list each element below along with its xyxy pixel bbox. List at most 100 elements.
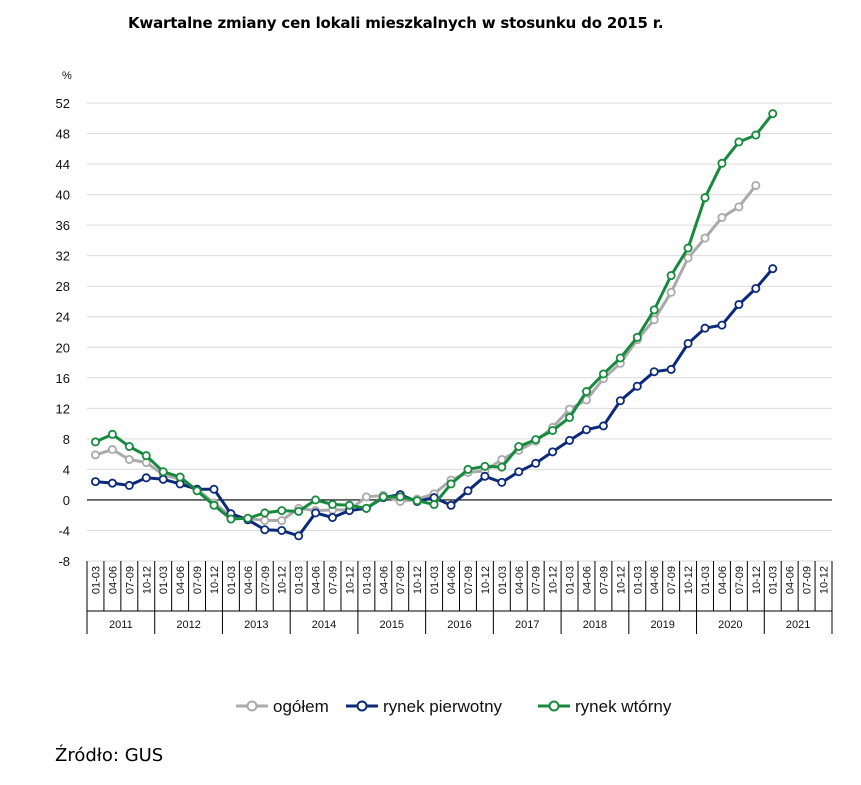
quarter-label: 04-06	[243, 566, 255, 594]
y-tick-label: 28	[56, 279, 70, 294]
data-point	[717, 320, 727, 330]
quarter-label: 01-03	[632, 566, 644, 594]
quarter-label: 01-03	[90, 566, 102, 594]
data-point	[107, 478, 117, 488]
data-point	[141, 473, 151, 483]
data-point	[615, 396, 625, 406]
data-point	[192, 486, 202, 496]
quarter-label: 01-03	[226, 566, 238, 594]
quarter-label: 07-09	[395, 566, 407, 594]
year-label: 2012	[176, 619, 200, 631]
data-point	[107, 429, 117, 439]
data-point	[463, 486, 473, 496]
quarter-label: 01-03	[768, 566, 780, 594]
data-point	[700, 233, 710, 243]
data-point	[497, 462, 507, 472]
year-label: 2015	[380, 619, 404, 631]
data-point	[294, 531, 304, 541]
data-point	[107, 445, 117, 455]
legend-marker	[246, 700, 258, 712]
quarter-label: 04-06	[581, 566, 593, 594]
data-point	[581, 387, 591, 397]
data-point	[734, 202, 744, 212]
data-point	[649, 367, 659, 377]
quarter-label: 04-06	[311, 566, 323, 594]
data-point	[175, 472, 185, 482]
year-label: 2019	[650, 619, 674, 631]
data-point	[277, 525, 287, 535]
data-point	[328, 500, 338, 510]
quarter-label: 10-12	[480, 566, 492, 594]
data-point	[277, 516, 287, 526]
data-point	[277, 506, 287, 516]
quarter-label: 10-12	[683, 566, 695, 594]
legend-item: rynek wtórny	[538, 697, 672, 716]
series-lines	[90, 109, 778, 541]
data-point	[90, 437, 100, 447]
data-point	[751, 283, 761, 293]
y-tick-label: 20	[56, 340, 70, 355]
year-label: 2013	[244, 619, 268, 631]
year-label: 2018	[583, 619, 607, 631]
data-point	[768, 264, 778, 274]
data-point	[497, 477, 507, 487]
data-point	[361, 492, 371, 502]
data-point	[666, 271, 676, 281]
data-point	[141, 451, 151, 461]
data-point	[209, 484, 219, 494]
quarter-label: 10-12	[277, 566, 289, 594]
data-point	[226, 514, 236, 524]
data-point	[598, 421, 608, 431]
quarter-label: 07-09	[124, 566, 136, 594]
series-1	[90, 180, 761, 526]
data-point	[565, 435, 575, 445]
x-axis: 01-03 04-06 07-09 10-12 01-03 04-06 07-09 10-12…	[86, 561, 833, 634]
legend-label: ogółem	[273, 697, 329, 716]
legend-marker	[548, 700, 560, 712]
y-tick-label: -8	[58, 554, 70, 569]
data-point	[124, 480, 134, 490]
data-point	[463, 464, 473, 474]
quarter-label: 10-12	[344, 566, 356, 594]
data-point	[90, 450, 100, 460]
y-tick-label: 36	[56, 218, 70, 233]
year-label: 2021	[786, 619, 810, 631]
y-tick-label: 52	[56, 96, 70, 111]
data-point	[344, 500, 354, 510]
quarter-label: 01-03	[429, 566, 441, 594]
quarter-label: 01-03	[565, 566, 577, 594]
quarter-label: 04-06	[446, 566, 458, 594]
data-point	[768, 109, 778, 119]
data-point	[480, 471, 490, 481]
year-label: 2016	[447, 619, 471, 631]
data-point	[260, 525, 270, 535]
data-point	[514, 441, 524, 451]
legend-marker	[356, 700, 368, 712]
legend-label: rynek pierwotny	[383, 697, 503, 716]
data-point	[615, 353, 625, 363]
legend: ogółem rynek pierwotny rynek wtórny	[236, 697, 672, 716]
quarter-label: 04-06	[175, 566, 187, 594]
legend-label: rynek wtórny	[575, 697, 672, 716]
data-point	[158, 474, 168, 484]
y-tick-label: 8	[63, 432, 70, 447]
quarter-label: 01-03	[700, 566, 712, 594]
quarter-label: 10-12	[819, 566, 831, 594]
data-point	[311, 495, 321, 505]
data-point	[378, 492, 388, 502]
y-tick-label: 32	[56, 249, 70, 264]
gridlines	[87, 102, 832, 562]
quarter-label: 07-09	[463, 566, 475, 594]
y-tick-label: 0	[63, 493, 70, 508]
data-point	[717, 212, 727, 222]
quarter-label: 07-09	[802, 566, 814, 594]
quarter-label: 04-06	[378, 566, 390, 594]
data-point	[124, 441, 134, 451]
year-label: 2020	[718, 619, 742, 631]
data-point	[683, 243, 693, 253]
quarter-label: 10-12	[548, 566, 560, 594]
data-point	[734, 300, 744, 310]
data-point	[395, 492, 405, 502]
data-point	[683, 253, 693, 263]
